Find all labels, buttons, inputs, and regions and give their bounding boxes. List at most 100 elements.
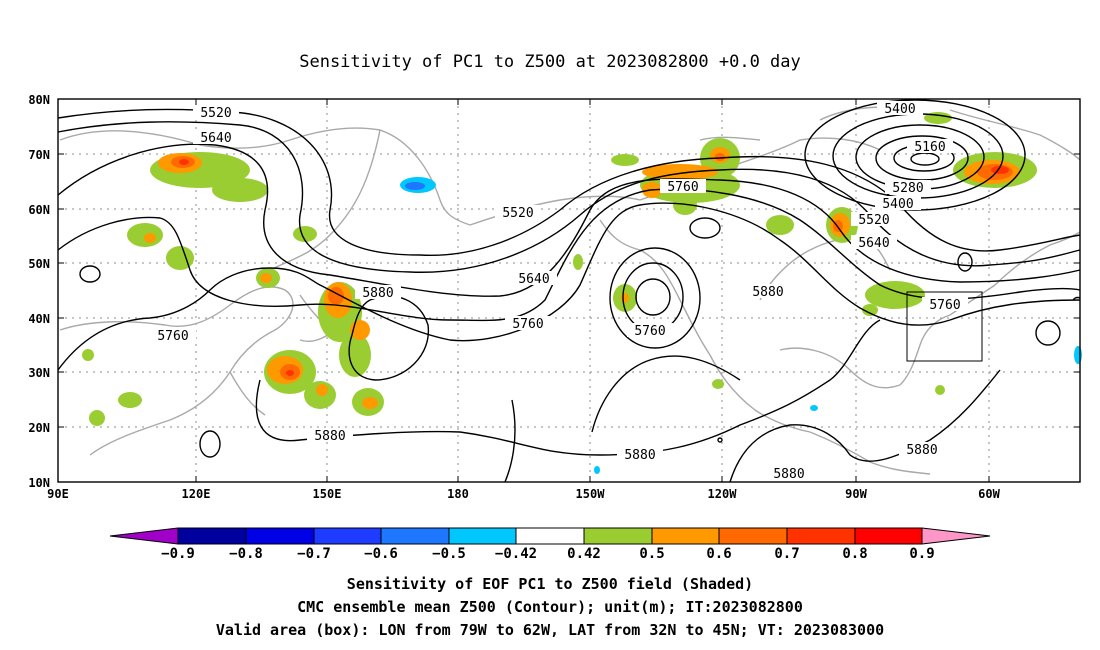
svg-text:5160: 5160 [914, 140, 945, 155]
map-frame [57, 98, 1081, 483]
colorbar-label: 0.42 [567, 546, 601, 562]
svg-text:5880: 5880 [752, 285, 783, 300]
contour-label: 5760 [922, 297, 968, 313]
caption-line-1: Sensitivity of EOF PC1 to Z500 field (Sh… [347, 575, 753, 593]
contour-label: 5760 [660, 179, 706, 195]
contour-label: 5400 [877, 101, 923, 117]
colorbar-label: 0.7 [774, 546, 799, 562]
contour-label: 5760 [150, 328, 196, 344]
colorbar-label: −0.42 [495, 546, 537, 562]
svg-text:5760: 5760 [667, 180, 698, 195]
colorbar-segment [652, 528, 719, 544]
colorbar-outline [109, 527, 991, 545]
colorbar-segment [246, 528, 314, 544]
svg-text:5760: 5760 [512, 317, 543, 332]
lat-label: 80N [28, 93, 50, 107]
colorbar-label: −0.6 [364, 546, 398, 562]
caption: Sensitivity of EOF PC1 to Z500 field (Sh… [216, 575, 884, 639]
latitude-labels: 80N 70N 60N 50N 40N 30N 20N 10N [28, 93, 50, 490]
lat-label: 30N [28, 366, 50, 380]
lat-label: 20N [28, 421, 50, 435]
colorbar-low-arrow [110, 528, 178, 544]
svg-text:5760: 5760 [634, 324, 665, 339]
contour-label: 5640 [851, 235, 897, 251]
contour-label: 5760 [627, 323, 673, 339]
lat-label: 50N [28, 257, 50, 271]
colorbar-segment [314, 528, 381, 544]
lat-label: 70N [28, 148, 50, 162]
colorbar-label: 0.6 [706, 546, 731, 562]
lon-label: 90W [845, 487, 867, 501]
svg-text:5880: 5880 [906, 443, 937, 458]
contour-labels: 5520 5640 5520 5760 5640 5760 5880 5760 … [150, 101, 968, 482]
colorbar-label: −0.5 [432, 546, 466, 562]
svg-text:5880: 5880 [314, 429, 345, 444]
contour-label: 5520 [193, 105, 239, 121]
valid-area-box [906, 291, 983, 362]
contour-label: 5640 [193, 130, 239, 146]
lon-label: 150E [313, 487, 342, 501]
contour-label: 5880 [899, 442, 945, 458]
colorbar-label: 0.5 [639, 546, 664, 562]
svg-text:5880: 5880 [773, 467, 804, 482]
contour-label: 5520 [495, 205, 541, 221]
contour-label: 5400 [875, 196, 921, 212]
contour-label: 5880 [745, 284, 791, 300]
colorbar-segment [449, 528, 516, 544]
svg-text:5760: 5760 [157, 329, 188, 344]
figure-title: Sensitivity of PC1 to Z500 at 2023082800… [299, 52, 801, 72]
colorbar-label: −0.9 [161, 546, 195, 562]
contour-label: 5520 [851, 212, 897, 228]
shading-level-0-8 [179, 159, 1009, 376]
colorbar-label: 0.8 [842, 546, 867, 562]
lat-label: 10N [28, 476, 50, 490]
colorbar-segment [516, 528, 584, 544]
colorbar-segment [719, 528, 787, 544]
caption-line-3: Valid area (box): LON from 79W to 62W, L… [216, 621, 884, 639]
svg-text:5760: 5760 [929, 298, 960, 313]
svg-text:5400: 5400 [882, 197, 913, 212]
contour-label: 5280 [885, 180, 931, 196]
colorbar-segment [787, 528, 855, 544]
svg-text:5400: 5400 [884, 102, 915, 117]
caption-line-2: CMC ensemble mean Z500 (Contour); unit(m… [297, 598, 803, 616]
colorbar-label: −0.8 [229, 546, 263, 562]
colorbar-segment [178, 528, 246, 544]
lon-label: 90E [47, 487, 69, 501]
lon-label: 120W [708, 487, 738, 501]
colorbar-label: 0.9 [909, 546, 934, 562]
contour-label: 5640 [511, 271, 557, 287]
contour-label: 5880 [307, 428, 353, 444]
longitude-labels: 90E 120E 150E 180 150W 120W 90W 60W [47, 487, 1000, 501]
lon-label: 60W [978, 487, 1000, 501]
svg-text:5880: 5880 [624, 448, 655, 463]
colorbar-labels: −0.9 −0.8 −0.7 −0.6 −0.5 −0.42 0.42 0.5 … [161, 546, 935, 562]
svg-text:5640: 5640 [200, 131, 231, 146]
svg-text:5640: 5640 [518, 272, 549, 287]
svg-text:5640: 5640 [858, 236, 889, 251]
colorbar-segment [584, 528, 652, 544]
svg-text:5520: 5520 [200, 106, 231, 121]
contour-label: 5880 [355, 285, 401, 301]
lat-label: 60N [28, 203, 50, 217]
colorbar: −0.9 −0.8 −0.7 −0.6 −0.5 −0.42 0.42 0.5 … [109, 527, 991, 562]
lat-label: 40N [28, 312, 50, 326]
sensitivity-shading [82, 112, 1082, 474]
colorbar-label: −0.7 [297, 546, 331, 562]
contour-label: 5880 [766, 466, 812, 482]
contour-label: 5760 [505, 316, 551, 332]
tick-marks [58, 98, 1080, 482]
svg-text:5520: 5520 [502, 206, 533, 221]
lon-label: 180 [447, 487, 469, 501]
map-panel: 5520 5640 5520 5760 5640 5760 5880 5760 … [28, 93, 1082, 501]
svg-text:5880: 5880 [362, 286, 393, 301]
colorbar-high-arrow [922, 528, 990, 544]
svg-text:5520: 5520 [858, 213, 889, 228]
contour-label: 5160 [907, 139, 953, 155]
svg-text:5280: 5280 [892, 181, 923, 196]
contour-label: 5880 [617, 447, 663, 463]
colorbar-segment [381, 528, 449, 544]
lon-label: 120E [182, 487, 211, 501]
colorbar-segment [855, 528, 922, 544]
